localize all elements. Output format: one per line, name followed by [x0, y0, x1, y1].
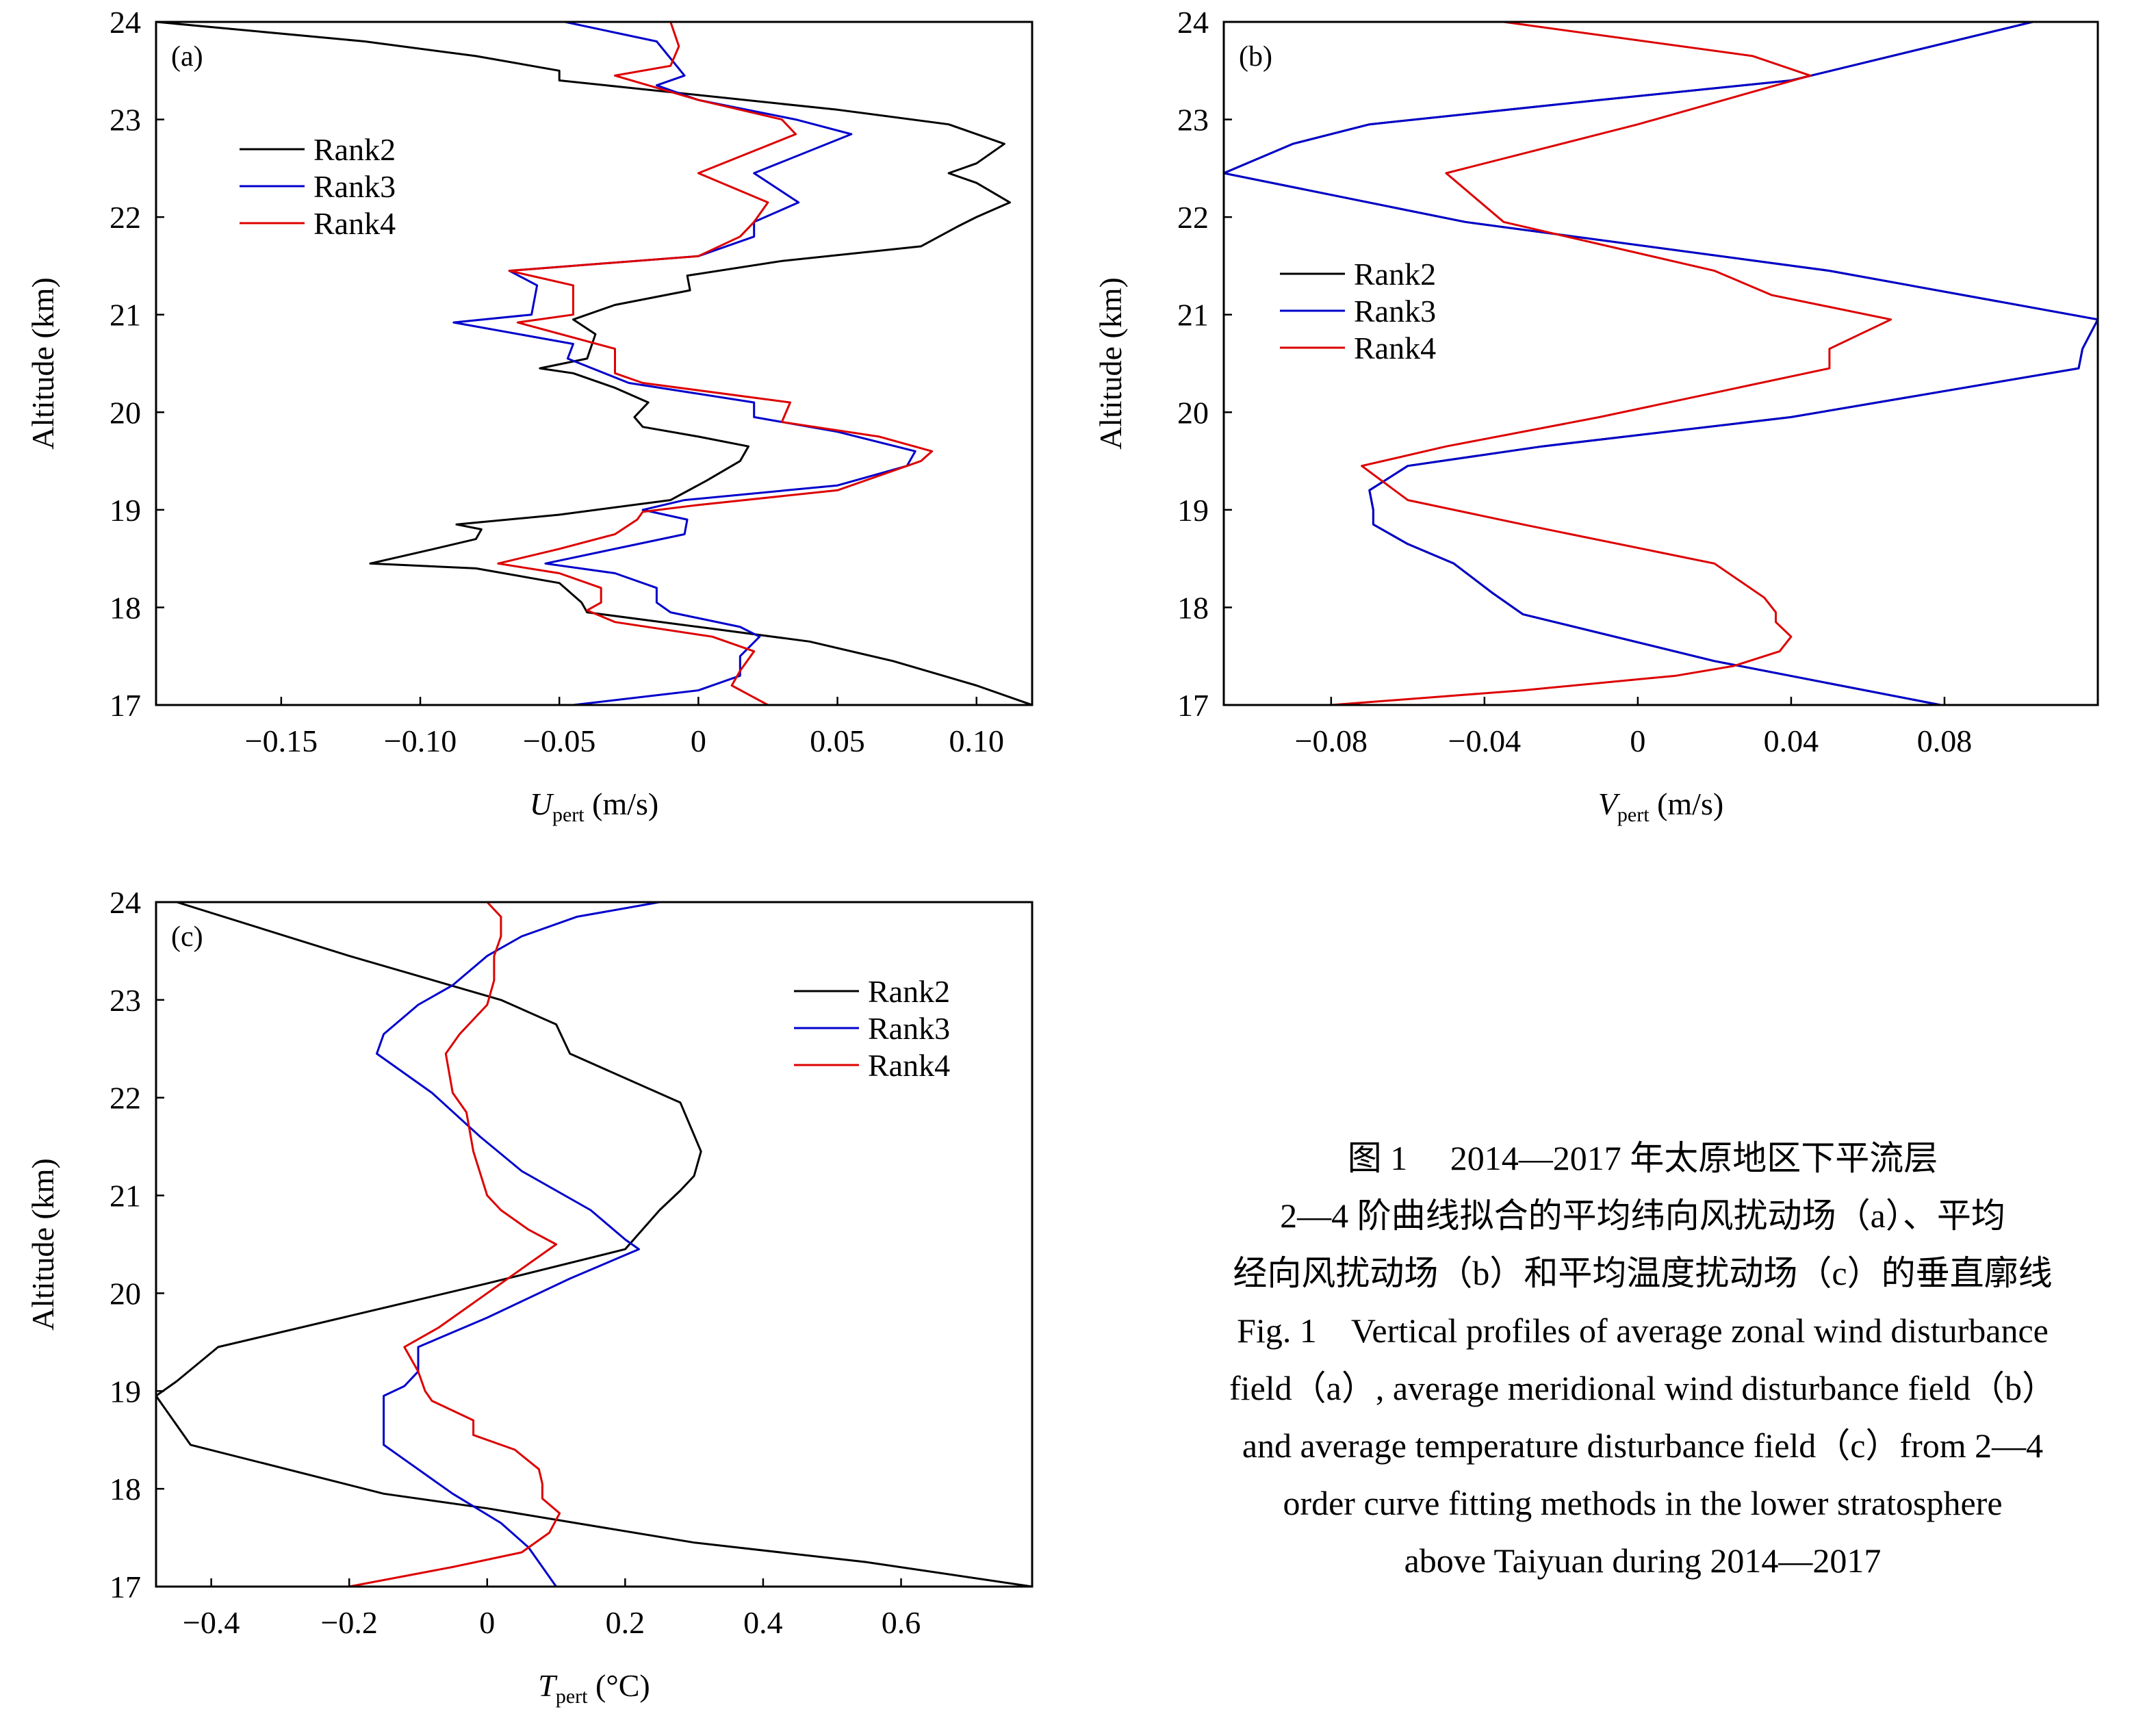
figure-caption: 图 1 2014—2017 年太原地区下平流层 2—4 阶曲线拟合的平均纬向风扰… [1136, 1129, 2149, 1589]
plot-frame [155, 21, 1034, 706]
y-axis-label: Altitude (km) [25, 1158, 60, 1331]
y-tick-label: 19 [110, 493, 141, 528]
y-tick-label: 19 [1177, 493, 1209, 528]
y-tick-label: 21 [110, 1179, 141, 1214]
y-tick-label: 18 [1177, 590, 1209, 625]
y-tick-label: 24 [110, 885, 141, 920]
legend-label-rank4: Rank4 [868, 1048, 950, 1083]
series-line-rank4 [1331, 22, 1892, 705]
legend-label-rank2: Rank2 [868, 974, 950, 1009]
y-tick-label: 22 [1177, 200, 1209, 235]
y-tick-label: 23 [110, 103, 141, 138]
y-tick-label: 17 [110, 1569, 141, 1604]
y-tick-label: 20 [1177, 395, 1209, 430]
caption-en-line4: order curve fitting methods in the lower… [1283, 1484, 2003, 1522]
legend-label-rank2: Rank2 [1354, 257, 1436, 292]
x-tick-label: 0.2 [606, 1605, 645, 1640]
caption-en-line1: Fig. 1 Vertical profiles of average zona… [1237, 1311, 2049, 1350]
y-tick-label: 19 [110, 1374, 141, 1409]
legend-label-rank4: Rank4 [1354, 331, 1436, 366]
series-group [1224, 22, 2098, 705]
series-line-rank2 [156, 902, 1032, 1587]
caption-en-line5: above Taiyuan during 2014—2017 [1404, 1541, 1882, 1580]
panel-a: −0.15 −0.10 −0.05 0 0.05 0.10 17 18 19 20 21 22 23 24… [25, 5, 1034, 826]
series-line-rank3 [452, 22, 916, 705]
x-tick-label: −0.04 [1448, 723, 1521, 758]
caption-en-line3: and average temperature disturbance fiel… [1242, 1426, 2044, 1465]
panel-b: −0.08 −0.04 0 0.04 0.08 17 18 19 20 21 22 23 24 (b) Al… [1093, 5, 2099, 826]
panel-c: −0.4 −0.2 0 0.2 0.4 0.6 17 18 19 20 21 22 23 24 (c) Alt… [25, 885, 1034, 1708]
x-tick-label: 0.08 [1917, 723, 1973, 758]
series-line-rank4 [497, 22, 934, 705]
y-tick-label: 20 [110, 1276, 141, 1311]
y-tick-label: 18 [110, 590, 141, 625]
y-tick-label: 21 [110, 298, 141, 333]
x-tick-label: 0.4 [743, 1605, 783, 1640]
y-tick-label: 24 [110, 5, 141, 40]
y-tick-label: 23 [1177, 103, 1209, 138]
y-axis-label: Altitude (km) [1093, 277, 1128, 450]
x-tick-label: 0.10 [949, 723, 1004, 758]
y-tick-label: 22 [110, 1081, 141, 1116]
legend-label-rank4: Rank4 [313, 206, 396, 241]
x-tick-label: −0.4 [183, 1605, 240, 1640]
series-group [156, 22, 1032, 705]
plot-frame [155, 901, 1034, 1588]
y-tick-label: 17 [1177, 688, 1209, 723]
caption-zh-line3: 经向风扰动场（b）和平均温度扰动场（c）的垂直廓线 [1233, 1254, 2053, 1292]
x-axis-label: Upert (m/s) [530, 786, 658, 826]
x-tick-label: 0.04 [1764, 723, 1819, 758]
y-tick-label: 20 [110, 395, 141, 430]
plot-frame [1222, 21, 2099, 706]
legend-label-rank3: Rank3 [1354, 294, 1436, 329]
legend-label-rank3: Rank3 [868, 1011, 950, 1046]
caption-zh-line1: 图 1 2014—2017 年太原地区下平流层 [1347, 1139, 1938, 1177]
caption-zh-line2: 2—4 阶曲线拟合的平均纬向风扰动场（a）、平均 [1280, 1196, 2005, 1235]
series-line-rank3 [1224, 22, 2098, 705]
x-tick-label: −0.15 [245, 723, 318, 758]
panel-label: (b) [1239, 41, 1272, 73]
x-tick-label: −0.08 [1295, 723, 1368, 758]
y-tick-label: 18 [110, 1472, 141, 1507]
x-tick-label: −0.05 [523, 723, 595, 758]
panel-label: (a) [171, 41, 203, 73]
x-tick-label: 0 [479, 1605, 495, 1640]
series-line-rank3 [376, 902, 660, 1587]
x-axis-label: Vpert (m/s) [1598, 786, 1723, 826]
panel-label: (c) [171, 921, 203, 953]
legend-label-rank3: Rank3 [313, 169, 396, 204]
legend-label-rank2: Rank2 [313, 132, 396, 167]
y-tick-label: 23 [110, 983, 141, 1018]
series-line-rank4 [348, 902, 561, 1587]
x-tick-label: −0.10 [384, 723, 457, 758]
caption-en-line2: field（a）, average meridional wind distur… [1229, 1369, 2056, 1407]
x-axis-label: Tpert (°C) [538, 1668, 650, 1708]
x-tick-label: 0.6 [882, 1605, 921, 1640]
y-axis-label: Altitude (km) [25, 277, 60, 450]
x-tick-label: 0 [1630, 723, 1645, 758]
x-tick-label: 0.05 [810, 723, 865, 758]
x-tick-label: −0.2 [320, 1605, 377, 1640]
series-group [156, 902, 1032, 1587]
x-tick-label: 0 [691, 723, 706, 758]
series-line-rank2 [156, 22, 1032, 705]
y-tick-label: 22 [110, 200, 141, 235]
y-tick-label: 21 [1177, 298, 1209, 333]
y-tick-label: 17 [110, 688, 141, 723]
y-tick-label: 24 [1177, 5, 1209, 40]
